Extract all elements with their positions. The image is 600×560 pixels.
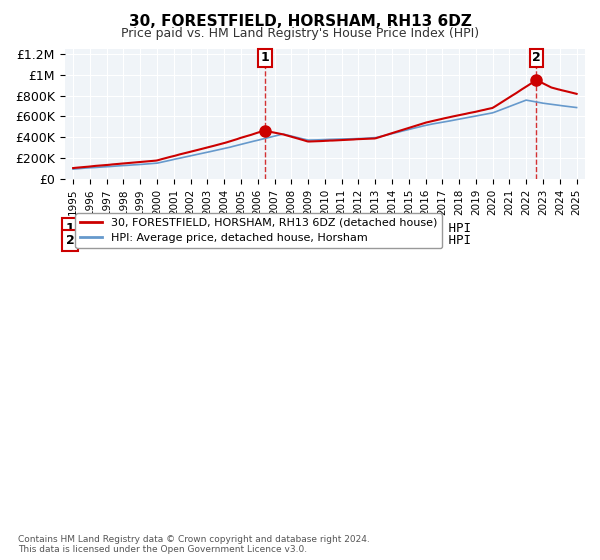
Text: Price paid vs. HM Land Registry's House Price Index (HPI): Price paid vs. HM Land Registry's House … (121, 27, 479, 40)
Text: 1: 1 (261, 51, 269, 64)
Text: 1: 1 (65, 222, 74, 235)
Text: 08-JUN-2006          £459,995          23% ↑ HPI: 08-JUN-2006 £459,995 23% ↑ HPI (96, 222, 471, 235)
Legend: 30, FORESTFIELD, HORSHAM, RH13 6DZ (detached house), HPI: Average price, detache: 30, FORESTFIELD, HORSHAM, RH13 6DZ (deta… (76, 213, 442, 248)
Text: 2: 2 (65, 234, 74, 247)
Text: 2: 2 (532, 51, 541, 64)
Text: 30, FORESTFIELD, HORSHAM, RH13 6DZ: 30, FORESTFIELD, HORSHAM, RH13 6DZ (128, 14, 472, 29)
Text: 09-AUG-2022          £950,000          37% ↑ HPI: 09-AUG-2022 £950,000 37% ↑ HPI (96, 234, 471, 247)
Text: Contains HM Land Registry data © Crown copyright and database right 2024.
This d: Contains HM Land Registry data © Crown c… (18, 535, 370, 554)
